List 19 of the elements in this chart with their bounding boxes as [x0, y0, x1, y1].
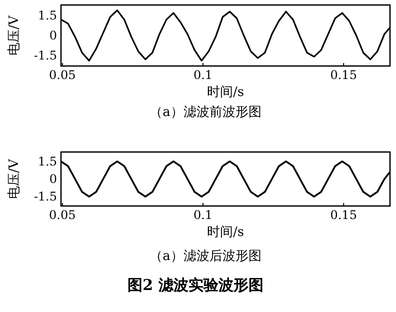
y-axis-title: 电压/V	[7, 158, 22, 199]
y-axis-title: 电压/V	[7, 15, 22, 56]
y-tick-label: 1.5	[38, 8, 57, 23]
x-tick-label: 0.05	[49, 68, 76, 82]
y-tick-label: 1.5	[38, 154, 57, 168]
text: （a）滤波后波形图	[150, 249, 262, 264]
y-tick-label: -1.5	[34, 190, 57, 204]
y-tick-label: 0	[49, 28, 57, 42]
x-tick-label: 0.1	[193, 68, 213, 82]
x-axis-title: 时间/s	[206, 225, 244, 240]
y-tick-label: 0	[49, 172, 57, 186]
text: （a）滤波前波形图	[150, 105, 262, 120]
x-tick-label: 0.15	[330, 208, 357, 222]
caption: 图2 滤波实验波形图	[128, 276, 264, 294]
x-tick-label: 0.05	[49, 208, 76, 222]
y-tick-label: -1.5	[34, 48, 57, 62]
x-tick-label: 0.15	[330, 68, 357, 82]
x-axis-title: 时间/s	[206, 85, 244, 100]
x-tick-label: 0.1	[193, 208, 213, 222]
